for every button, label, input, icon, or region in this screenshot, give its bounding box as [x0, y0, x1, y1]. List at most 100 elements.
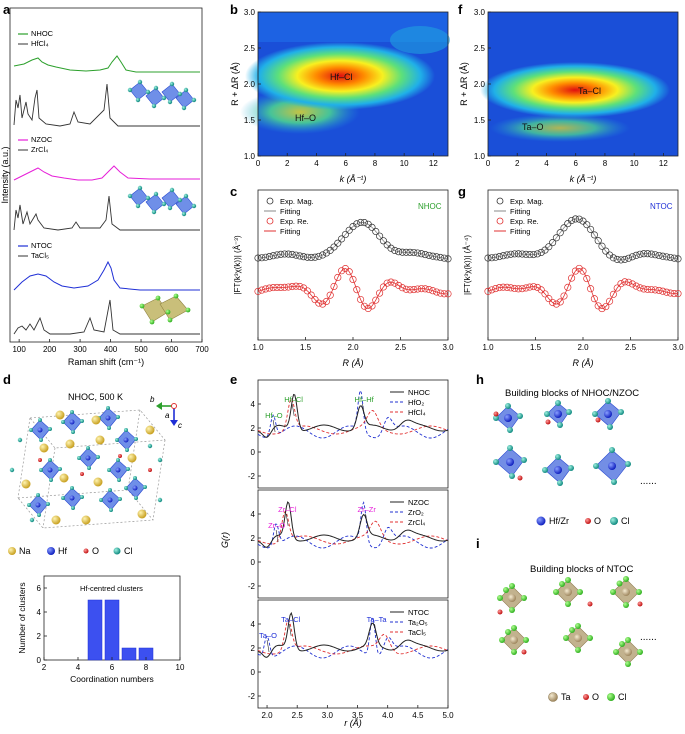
- axis-indicator: b a c: [150, 395, 182, 430]
- spectrum-hfcl4: [13, 83, 200, 127]
- g-re-point: [602, 303, 610, 311]
- panel-h: h Building blocks of NHOC/NZOC ...... Hf…: [476, 372, 657, 526]
- pdf-0-ytick-2: 0: [251, 448, 256, 457]
- g-re-point: [583, 275, 591, 283]
- panel-b-xtick-5: 10: [400, 159, 409, 168]
- panel-g-tick-0: 1.0: [482, 343, 494, 352]
- c-mag-point: [277, 250, 285, 258]
- o-atom: [80, 472, 84, 476]
- c-re-point: [315, 299, 323, 307]
- panel-g-tick-2: 2.0: [577, 343, 589, 352]
- c-re-point: [425, 286, 433, 294]
- na-atom: [21, 479, 31, 489]
- g-re-point: [655, 286, 663, 294]
- g-re-point: [514, 285, 522, 293]
- panel-a-tick-2: 300: [73, 345, 87, 354]
- i-o-atom: [637, 601, 643, 607]
- bar-xtick-2: 6: [110, 663, 115, 672]
- pdf-1-peak-label-2: Zr–Zr: [358, 505, 377, 514]
- c-mag-point: [288, 250, 296, 259]
- c-mag-point: [265, 252, 273, 261]
- panel-f-xtick-1: 2: [515, 159, 520, 168]
- c-mag-point: [376, 232, 384, 240]
- pdf-2-peak-label-2: Ta–Ta: [367, 615, 388, 624]
- c-re-point: [387, 278, 395, 286]
- g-mag-point: [602, 247, 610, 255]
- pdf-1-chloride: [257, 510, 449, 545]
- pdf-subplot-frame-0: [257, 379, 449, 489]
- c-mag-point: [372, 227, 380, 236]
- pdf-2-peak-label-0: Ta–O: [259, 631, 277, 640]
- c-mag-point: [360, 219, 368, 227]
- c-mag-point: [319, 251, 327, 259]
- c-mag-point: [273, 251, 281, 259]
- panel-g-tick-1: 1.5: [530, 343, 542, 352]
- panel-b-xtick-4: 8: [373, 159, 378, 168]
- pdf-1-ytick-0: 4: [251, 510, 256, 519]
- panel-f-ylabel: R + ΔR (Å): [459, 62, 469, 106]
- c-mag-point: [429, 252, 437, 260]
- g-re-point: [621, 278, 629, 286]
- c-mag-point: [410, 248, 418, 257]
- fit-magnitude-c: [257, 221, 449, 260]
- g-re-point: [522, 284, 530, 292]
- g-mag-point: [526, 251, 534, 259]
- o-atom: [148, 468, 152, 472]
- legend-hfcl4: HfCl₄: [31, 39, 49, 48]
- c-re-point: [379, 283, 387, 291]
- g-re-point: [560, 292, 568, 300]
- g-re-point: [613, 284, 621, 292]
- c-re-point: [398, 284, 406, 292]
- c-mag-point: [258, 254, 266, 262]
- c-legend-2: Exp. Re.: [280, 217, 309, 226]
- g-mag-point: [670, 254, 678, 262]
- g-re-point: [606, 297, 614, 305]
- cl-atom: [9, 467, 15, 473]
- panel-a-xlabel: Raman shift (cm⁻¹): [68, 357, 144, 367]
- c-mag-point: [334, 239, 342, 247]
- o-atom: [38, 458, 42, 462]
- panel-f-ytick-3: 2.5: [474, 44, 486, 53]
- panel-i-legend: Ta O Cl: [548, 692, 627, 702]
- c-legend-1: Fitting: [280, 207, 300, 216]
- c-re-point: [372, 296, 380, 304]
- c-mag-point: [391, 246, 399, 255]
- panel-f-xtick-6: 12: [659, 159, 668, 168]
- c-re-point: [360, 302, 368, 310]
- pdf-1-peak-label-1: Zr–Cl: [278, 505, 297, 514]
- c-mag-point: [349, 223, 357, 231]
- bar-marks: [87, 599, 154, 661]
- panel-a-tick-0: 100: [12, 345, 26, 354]
- g-re-point: [499, 283, 507, 291]
- c-re-point: [345, 268, 353, 276]
- na-atom: [145, 425, 155, 435]
- g-mag-point: [552, 234, 560, 242]
- c-re-point: [334, 273, 342, 281]
- cl-atom: [17, 437, 23, 443]
- c-re-point: [406, 286, 414, 294]
- panel-h-legend: Hf/Zr O Cl: [536, 516, 630, 526]
- c-mag-point: [300, 253, 308, 261]
- c-re-point: [364, 304, 372, 312]
- g-mag-point: [617, 256, 625, 264]
- panel-i: i Building blocks of NTOC ...... Ta O Cl: [476, 536, 657, 702]
- c-mag-point: [395, 248, 403, 256]
- c-re-point: [269, 284, 277, 292]
- panel-e-ylabel: G(r): [220, 532, 230, 548]
- g-re-point: [644, 285, 652, 293]
- g-mag-point: [579, 217, 587, 225]
- panel-f-ytick-2: 2.0: [474, 80, 486, 89]
- g-re-point: [666, 289, 674, 297]
- g-re-point: [598, 305, 606, 313]
- legend-h-cl: Cl: [621, 516, 630, 526]
- c-re-point: [395, 281, 403, 289]
- panel-b-xtick-0: 0: [256, 159, 261, 168]
- bar-xtick-0: 2: [42, 663, 47, 672]
- c-re-point: [273, 283, 281, 291]
- fit-real-g: [487, 267, 679, 310]
- panel-e-tick-2: 3.0: [322, 711, 334, 720]
- c-re-point: [277, 283, 285, 291]
- g-re-point: [492, 285, 500, 293]
- c-mag-point: [433, 253, 441, 261]
- c-re-point: [368, 302, 376, 310]
